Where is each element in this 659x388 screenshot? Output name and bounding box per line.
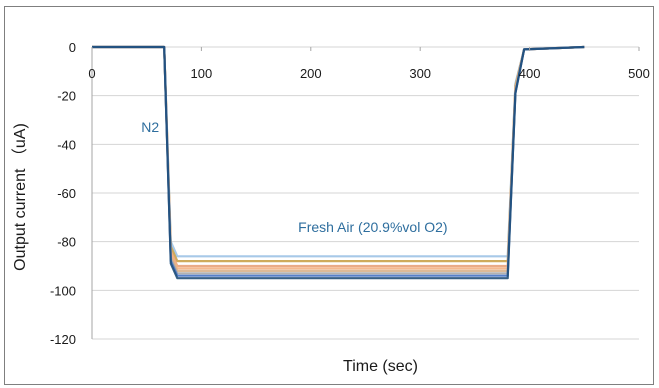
series-layer	[92, 45, 585, 280]
x-tick-label: 300	[409, 66, 431, 81]
chart-frame: 0 -20 -40 -60 -80 -100 -120 0 100 200 300 400 500 Ti…	[4, 6, 654, 385]
grid-layer	[92, 46, 639, 340]
y-tick-label: -60	[57, 186, 76, 201]
y-axis-title: Output current （uA)	[11, 123, 29, 271]
y-tick-label: -20	[57, 89, 76, 104]
x-axis-title: Time (sec)	[343, 358, 418, 375]
x-tick-label: 200	[300, 66, 322, 81]
y-tick-label: -40	[57, 137, 76, 152]
annotation-fresh-air: Fresh Air (20.9%vol O2)	[298, 219, 447, 235]
line-chart: 0 -20 -40 -60 -80 -100 -120 0 100 200 300 400 500 Ti…	[11, 40, 650, 375]
y-tick-label: -80	[57, 235, 76, 250]
y-tick-label: -120	[50, 332, 76, 347]
x-tick-label: 0	[88, 66, 95, 81]
axis-layer	[91, 47, 640, 339]
x-tick-label: 100	[191, 66, 213, 81]
annotation-n2: N2	[141, 119, 159, 135]
series-line	[92, 45, 585, 280]
label-layer: 0 -20 -40 -60 -80 -100 -120 0 100 200 300 400 500	[50, 40, 650, 347]
x-tick-label: 500	[628, 66, 650, 81]
x-tick-label: 400	[519, 66, 541, 81]
y-tick-label: 0	[69, 40, 76, 55]
y-tick-label: -100	[50, 283, 76, 298]
